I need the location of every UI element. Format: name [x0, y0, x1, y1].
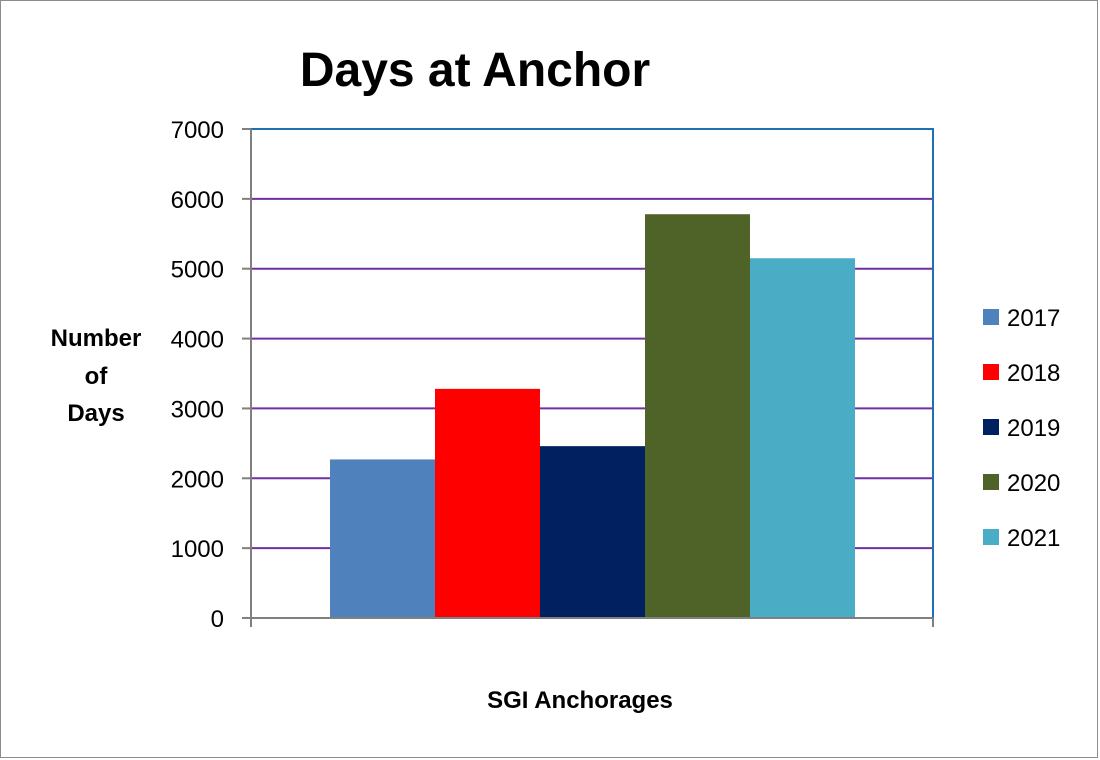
y-axis-label-line-2: of: [85, 363, 109, 390]
y-axis-label-line-1: Number: [51, 325, 142, 352]
bar-2018: [435, 388, 540, 618]
legend-swatch-2020: [983, 474, 999, 490]
y-tick-label-4000: 4000: [171, 327, 224, 354]
chart-title: Days at Anchor: [300, 44, 650, 97]
legend-label-2021: 2021: [1007, 525, 1060, 552]
bar-2019: [540, 446, 645, 618]
bar-2017: [330, 459, 435, 618]
legend: 2017 2018 2019 2020 2021: [983, 305, 1060, 552]
y-tick-label-6000: 6000: [171, 187, 224, 214]
y-tick-label-3000: 3000: [171, 396, 224, 423]
legend-label-2018: 2018: [1007, 360, 1060, 387]
y-tick-label-0: 0: [211, 606, 224, 633]
legend-label-2019: 2019: [1007, 415, 1060, 442]
legend-swatch-2017: [983, 309, 999, 325]
legend-label-2017: 2017: [1007, 305, 1060, 332]
x-axis-label: SGI Anchorages: [487, 687, 673, 714]
y-tick-label-5000: 5000: [171, 257, 224, 284]
y-tick-labels: 0 1000 2000 3000 4000 5000 6000 7000: [171, 117, 224, 633]
y-tick-label-1000: 1000: [171, 536, 224, 563]
y-axis-label-line-3: Days: [67, 400, 124, 427]
bar-2021: [750, 258, 855, 618]
legend-label-2020: 2020: [1007, 470, 1060, 497]
legend-swatch-2021: [983, 529, 999, 545]
legend-swatch-2019: [983, 419, 999, 435]
legend-swatch-2018: [983, 364, 999, 380]
y-tick-label-7000: 7000: [171, 117, 224, 144]
y-axis: [242, 128, 934, 627]
y-tick-label-2000: 2000: [171, 466, 224, 493]
bar-2020: [645, 214, 750, 618]
bars: [330, 214, 855, 618]
